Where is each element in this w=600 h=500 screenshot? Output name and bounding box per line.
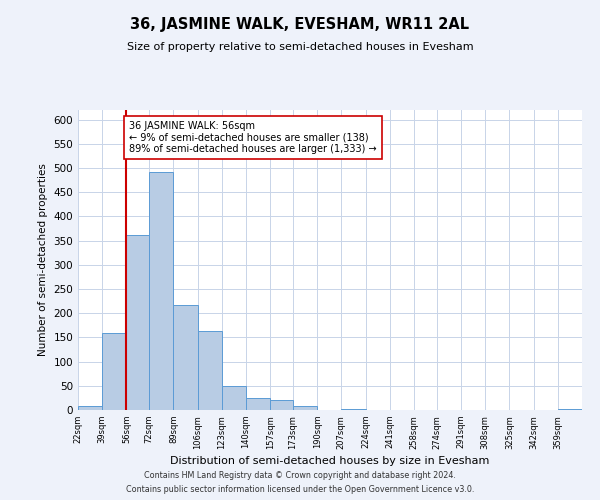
Text: 36 JASMINE WALK: 56sqm
← 9% of semi-detached houses are smaller (138)
89% of sem: 36 JASMINE WALK: 56sqm ← 9% of semi-deta… [129,121,377,154]
Bar [197,331,222,410]
Bar [173,304,197,410]
Bar [246,398,270,410]
X-axis label: Distribution of semi-detached houses by size in Evesham: Distribution of semi-detached houses by … [170,456,490,466]
Bar [293,406,317,410]
Y-axis label: Number of semi-detached properties: Number of semi-detached properties [38,164,48,356]
Bar [558,409,582,410]
Bar [222,386,246,410]
Text: Contains public sector information licensed under the Open Government Licence v3: Contains public sector information licen… [126,484,474,494]
Text: 36, JASMINE WALK, EVESHAM, WR11 2AL: 36, JASMINE WALK, EVESHAM, WR11 2AL [130,18,470,32]
Bar [341,408,365,410]
Bar [149,172,173,410]
Bar [78,406,102,410]
Bar [127,235,149,410]
Bar [270,400,293,410]
Bar [102,332,127,410]
Text: Size of property relative to semi-detached houses in Evesham: Size of property relative to semi-detach… [127,42,473,52]
Text: Contains HM Land Registry data © Crown copyright and database right 2024.: Contains HM Land Registry data © Crown c… [144,472,456,480]
